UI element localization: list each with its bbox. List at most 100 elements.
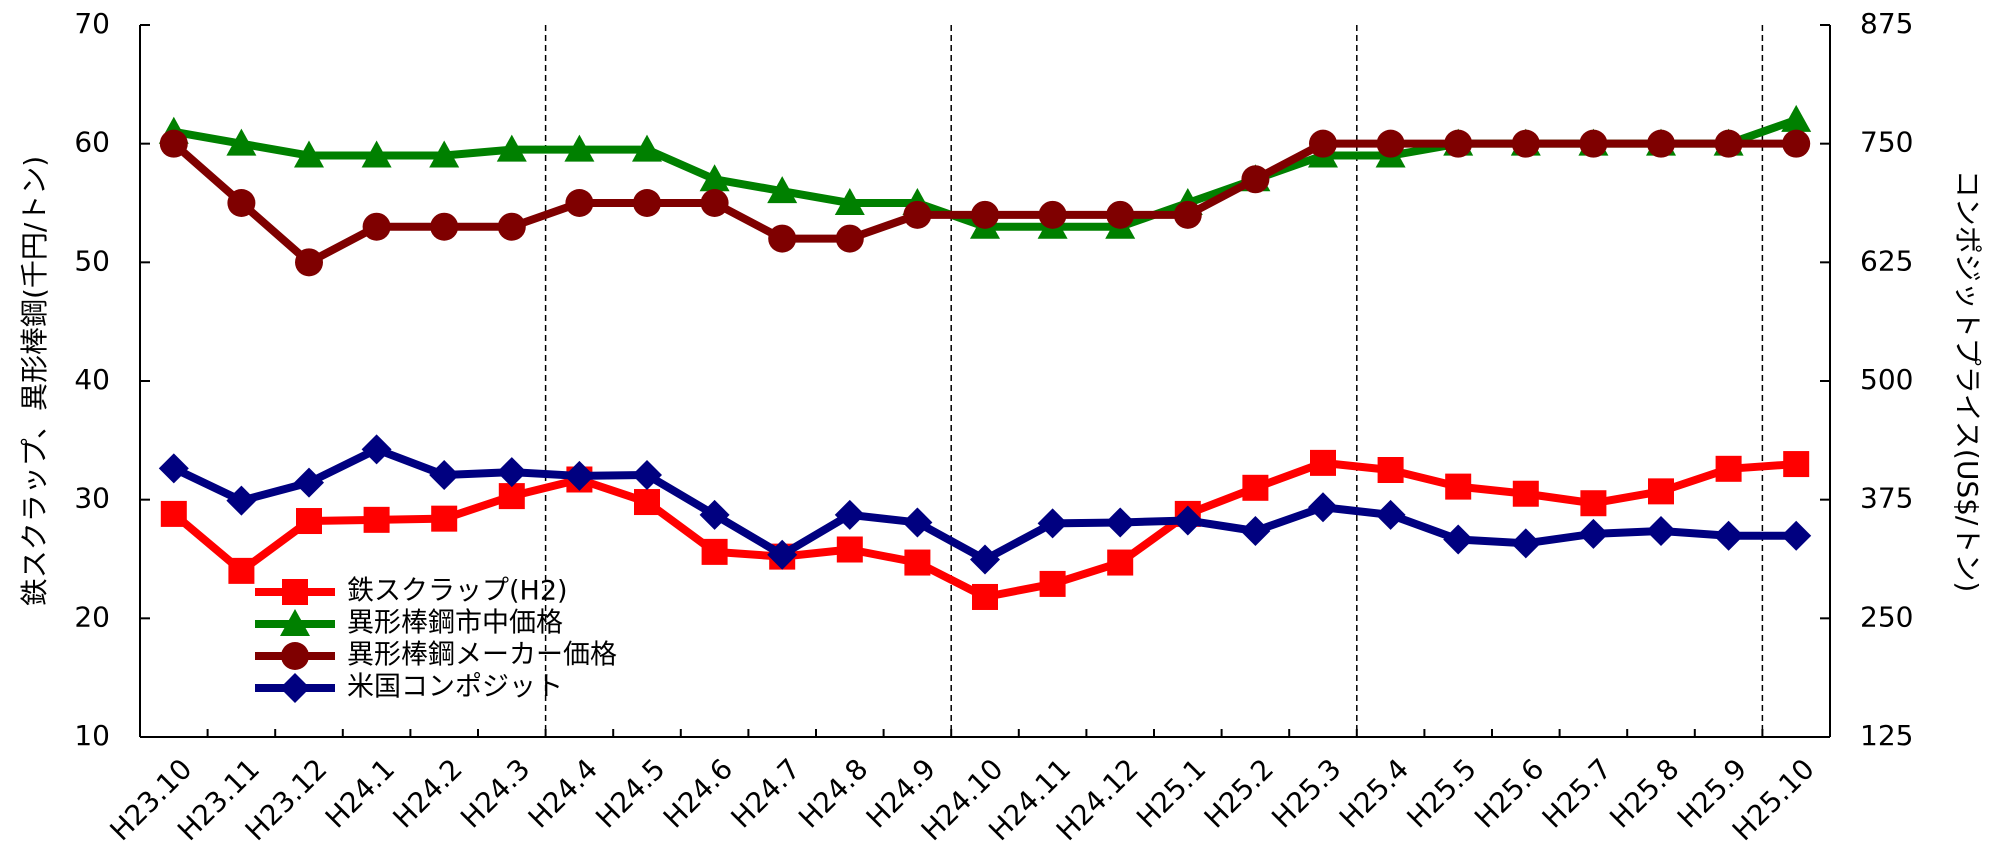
data-point bbox=[160, 500, 187, 527]
data-point bbox=[1783, 451, 1810, 478]
data-point bbox=[294, 140, 324, 168]
data-point bbox=[699, 499, 730, 530]
data-point bbox=[632, 459, 662, 490]
data-point bbox=[1037, 508, 1068, 539]
x-tick-label: H25.2 bbox=[1198, 752, 1280, 834]
y-tick-label: 30 bbox=[74, 482, 110, 515]
x-tick-label: H24.5 bbox=[589, 752, 671, 834]
data-point bbox=[565, 189, 594, 217]
data-point bbox=[1511, 129, 1540, 158]
data-point bbox=[1173, 200, 1202, 229]
data-point bbox=[701, 538, 728, 565]
y-tick-label: 70 bbox=[74, 7, 110, 40]
data-point bbox=[1242, 474, 1269, 501]
x-tick-label: H25.3 bbox=[1265, 752, 1347, 834]
y2-tick-label: 375 bbox=[1860, 482, 1913, 515]
data-point bbox=[1781, 104, 1812, 132]
data-point bbox=[497, 212, 526, 241]
data-point bbox=[1107, 549, 1134, 576]
data-point bbox=[1444, 129, 1473, 158]
data-point bbox=[361, 140, 392, 168]
series-line bbox=[172, 445, 1797, 564]
x-tick-label: H24.3 bbox=[454, 752, 536, 834]
data-point bbox=[1309, 129, 1337, 158]
data-point bbox=[1106, 200, 1135, 229]
data-point bbox=[1782, 129, 1811, 158]
data-point bbox=[1375, 499, 1406, 530]
data-point bbox=[496, 457, 527, 488]
data-point bbox=[226, 128, 257, 156]
x-tick-label: H24.8 bbox=[792, 752, 874, 834]
legend-label: 異形棒鋼市中価格 bbox=[347, 608, 563, 639]
data-point bbox=[1648, 478, 1674, 505]
x-tick-label: H25.5 bbox=[1400, 752, 1482, 834]
x-tick-label: H24.6 bbox=[657, 752, 739, 834]
data-point bbox=[362, 212, 391, 241]
data-point bbox=[1510, 528, 1541, 559]
y-tick-label: 20 bbox=[74, 600, 110, 633]
data-point bbox=[1578, 518, 1609, 549]
data-point bbox=[361, 434, 392, 465]
data-point bbox=[1241, 165, 1270, 194]
x-tick-label: H24.4 bbox=[522, 752, 604, 834]
y2-tick-label: 875 bbox=[1860, 7, 1913, 40]
data-point bbox=[836, 536, 863, 563]
x-tick-label: H25.8 bbox=[1603, 752, 1685, 834]
data-point bbox=[700, 189, 729, 217]
data-point bbox=[1445, 473, 1472, 500]
x-tick-label: H24.1 bbox=[319, 752, 401, 834]
y2-axis-title: コンポジットプライス(US$/トン) bbox=[1951, 170, 1984, 593]
y-tick-label: 40 bbox=[74, 363, 110, 396]
legend-label: 異形棒鋼メーカー価格 bbox=[347, 640, 617, 671]
data-point bbox=[429, 459, 460, 490]
x-tick-label: H24.7 bbox=[724, 752, 806, 834]
data-point bbox=[1172, 505, 1203, 536]
data-point bbox=[1105, 507, 1136, 538]
data-point bbox=[1714, 129, 1743, 158]
data-point bbox=[295, 248, 323, 277]
data-point bbox=[1580, 490, 1607, 517]
x-tick-label: H25.6 bbox=[1468, 752, 1550, 834]
data-point bbox=[1443, 524, 1474, 555]
x-tick-label: H24.2 bbox=[386, 752, 468, 834]
data-point bbox=[632, 134, 662, 162]
legend-marker bbox=[282, 579, 308, 605]
legend-label: 米国コンポジット bbox=[347, 672, 563, 703]
data-point bbox=[496, 134, 527, 162]
data-point bbox=[904, 549, 931, 576]
y-tick-label: 50 bbox=[74, 244, 110, 277]
y2-tick-label: 125 bbox=[1860, 719, 1913, 752]
data-point bbox=[1579, 129, 1608, 158]
data-point bbox=[498, 483, 525, 510]
data-point bbox=[1713, 520, 1744, 551]
data-point bbox=[1646, 515, 1676, 546]
data-point bbox=[159, 129, 188, 158]
data-point bbox=[294, 467, 324, 498]
x-tick-label: H25.7 bbox=[1536, 752, 1618, 834]
data-point bbox=[634, 489, 660, 516]
data-point bbox=[227, 189, 256, 217]
y-tick-label: 10 bbox=[74, 719, 110, 752]
data-point bbox=[699, 164, 730, 192]
data-point bbox=[1240, 515, 1271, 546]
legend-marker bbox=[280, 609, 310, 636]
data-point bbox=[1039, 570, 1066, 597]
data-point bbox=[970, 544, 1000, 575]
data-point bbox=[902, 507, 933, 538]
data-point bbox=[564, 134, 595, 162]
data-point bbox=[430, 212, 459, 241]
data-point bbox=[972, 583, 998, 610]
data-point bbox=[633, 189, 661, 217]
data-point bbox=[1781, 520, 1812, 551]
y2-tick-label: 625 bbox=[1860, 244, 1913, 277]
data-point bbox=[971, 200, 999, 229]
x-tick-label: H25.1 bbox=[1130, 752, 1212, 834]
data-point bbox=[228, 557, 255, 584]
data-point bbox=[1512, 480, 1539, 507]
data-point bbox=[226, 485, 257, 516]
data-point bbox=[296, 508, 322, 535]
data-point bbox=[834, 188, 865, 215]
x-tick-label: H25.4 bbox=[1333, 752, 1415, 834]
data-point bbox=[363, 506, 390, 533]
